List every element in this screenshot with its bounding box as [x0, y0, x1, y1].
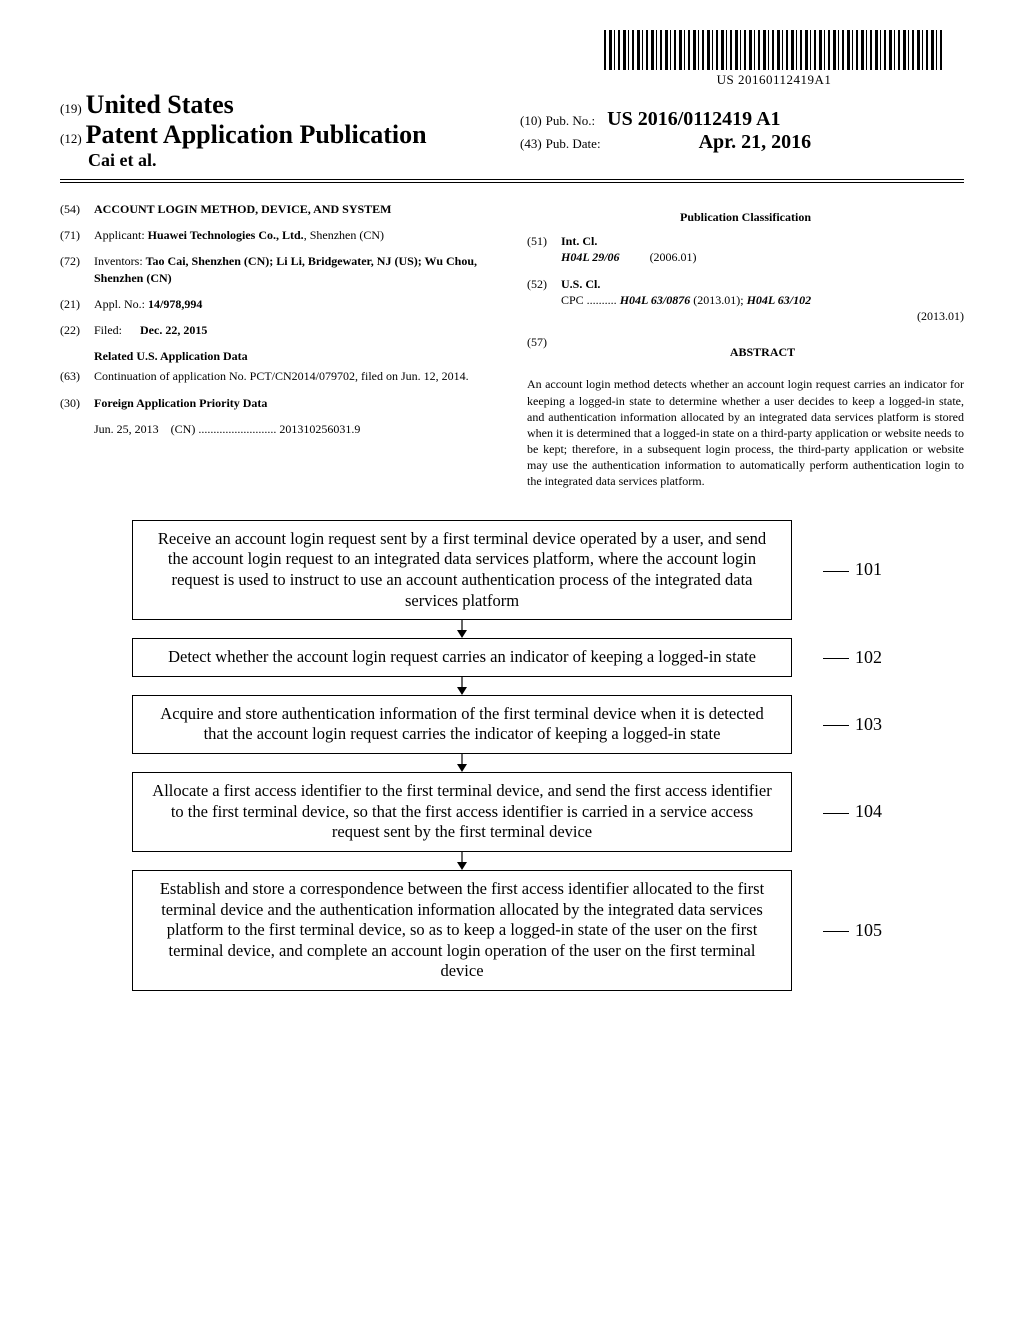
appl-no: 14/978,994 [148, 297, 202, 311]
cpc2y: (2013.01) [561, 308, 964, 324]
cpc2: H04L 63/102 [747, 293, 812, 307]
continuation-text: Continuation of application No. PCT/CN20… [94, 368, 497, 384]
field-63: (63) Continuation of application No. PCT… [60, 368, 497, 384]
flow-box: Receive an account login request sent by… [132, 520, 792, 621]
barcode-graphic [604, 30, 944, 70]
num-30: (30) [60, 395, 94, 411]
flow-label: 104 [792, 801, 882, 822]
blank-num [60, 421, 94, 437]
kind-10: (10) [520, 113, 542, 128]
cpc1: H04L 63/0876 [620, 293, 691, 307]
flow-step-102: Detect whether the account login request… [132, 638, 892, 677]
foreign-heading: Foreign Application Priority Data [94, 396, 267, 410]
flow-box: Establish and store a correspondence bet… [132, 870, 792, 991]
field-30-data: Jun. 25, 2013 (CN) .....................… [60, 421, 497, 437]
label-21: Appl. No.: [94, 297, 145, 311]
label-72: Inventors: [94, 254, 143, 268]
kind-12: (12) [60, 131, 82, 146]
flowchart: Receive an account login request sent by… [132, 520, 892, 991]
abstract-text: An account login method detects whether … [527, 376, 964, 489]
flow-box: Allocate a first access identifier to th… [132, 772, 792, 852]
pub-no-label: Pub. No.: [546, 113, 595, 128]
rule-top-2 [60, 182, 964, 183]
classification-heading: Publication Classification [527, 209, 964, 225]
flow-step-103: Acquire and store authentication informa… [132, 695, 892, 754]
priority-date: Jun. 25, 2013 [94, 422, 159, 436]
doc-type: Patent Application Publication [86, 120, 427, 149]
num-72: (72) [60, 253, 94, 285]
kind-19: (19) [60, 101, 82, 116]
field-72: (72) Inventors: Tao Cai, Shenzhen (CN); … [60, 253, 497, 285]
num-21: (21) [60, 296, 94, 312]
field-71: (71) Applicant: Huawei Technologies Co.,… [60, 227, 497, 243]
barcode-number: US 20160112419A1 [604, 72, 944, 88]
uscl-label: U.S. Cl. [561, 277, 600, 291]
related-heading: Related U.S. Application Data [94, 348, 497, 364]
applicant-name: Huawei Technologies Co., Ltd. [148, 228, 304, 242]
flow-arrow [132, 852, 792, 870]
country: United States [86, 90, 234, 119]
priority-appno: 201310256031.9 [279, 422, 360, 436]
num-22: (22) [60, 322, 94, 338]
field-54: (54) ACCOUNT LOGIN METHOD, DEVICE, AND S… [60, 201, 497, 217]
right-column: Publication Classification (51) Int. Cl.… [527, 201, 964, 490]
kind-43: (43) [520, 136, 542, 151]
inventors: Tao Cai, Shenzhen (CN); Li Li, Bridgewat… [94, 254, 477, 284]
abstract-label: ABSTRACT [561, 344, 964, 360]
flow-step-101: Receive an account login request sent by… [132, 520, 892, 621]
flow-arrow [132, 677, 792, 695]
flow-label: 105 [792, 920, 882, 941]
flow-box: Detect whether the account login request… [132, 638, 792, 677]
pub-date-label: Pub. Date: [546, 136, 601, 151]
flow-label: 102 [792, 647, 882, 668]
field-52: (52) U.S. Cl. CPC .......... H04L 63/087… [527, 276, 964, 325]
priority-dots: .......................... [198, 422, 276, 436]
num-57: (57) [527, 334, 561, 366]
header-right: (10) Pub. No.: US 2016/0112419 A1 (43) P… [520, 108, 811, 154]
title-54: ACCOUNT LOGIN METHOD, DEVICE, AND SYSTEM [94, 202, 392, 216]
field-57: (57) ABSTRACT [527, 334, 964, 366]
intcl-year: (2006.01) [650, 250, 697, 264]
flow-arrow [132, 620, 792, 638]
filed-date: Dec. 22, 2015 [140, 323, 207, 337]
num-52: (52) [527, 276, 561, 325]
num-71: (71) [60, 227, 94, 243]
left-column: (54) ACCOUNT LOGIN METHOD, DEVICE, AND S… [60, 201, 497, 490]
field-22: (22) Filed: Dec. 22, 2015 [60, 322, 497, 338]
label-71: Applicant: [94, 228, 145, 242]
field-51: (51) Int. Cl. H04L 29/06 (2006.01) [527, 233, 964, 265]
flow-label: 103 [792, 714, 882, 735]
biblio-columns: (54) ACCOUNT LOGIN METHOD, DEVICE, AND S… [60, 201, 964, 490]
field-21: (21) Appl. No.: 14/978,994 [60, 296, 497, 312]
applicant-loc: Shenzhen (CN) [310, 228, 384, 242]
flow-label: 101 [792, 559, 882, 580]
priority-country: (CN) [171, 422, 196, 436]
num-63: (63) [60, 368, 94, 384]
intcl-code: H04L 29/06 [561, 250, 620, 264]
label-22: Filed: [94, 323, 122, 337]
rule-top [60, 179, 964, 180]
field-30-heading: (30) Foreign Application Priority Data [60, 395, 497, 411]
pub-date: Apr. 21, 2016 [699, 131, 812, 153]
flow-arrow [132, 754, 792, 772]
flow-step-104: Allocate a first access identifier to th… [132, 772, 892, 852]
num-54: (54) [60, 201, 94, 217]
intcl-label: Int. Cl. [561, 234, 597, 248]
flow-box: Acquire and store authentication informa… [132, 695, 792, 754]
header-left: (19) United States (12) Patent Applicati… [60, 90, 964, 171]
pub-no: US 2016/0112419 A1 [607, 108, 780, 130]
flow-step-105: Establish and store a correspondence bet… [132, 870, 892, 991]
cpc-label: CPC .......... [561, 293, 617, 307]
cpc1y: (2013.01); [693, 293, 743, 307]
num-51: (51) [527, 233, 561, 265]
barcode-block: US 20160112419A1 [604, 30, 944, 88]
